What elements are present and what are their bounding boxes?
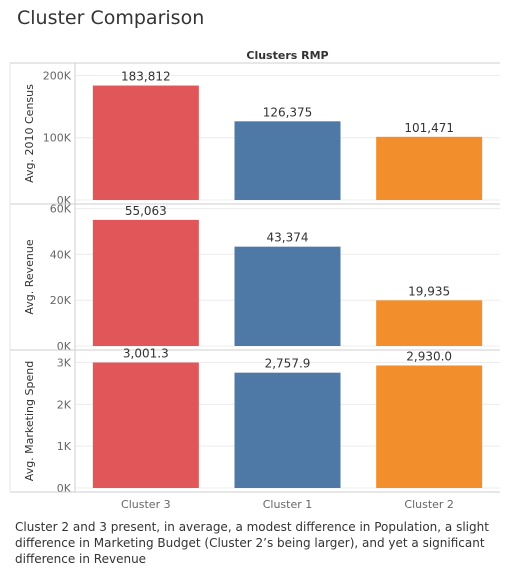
data-label: 126,375: [263, 105, 313, 119]
bar: [92, 85, 199, 200]
data-label: 2,930.0: [406, 349, 452, 363]
bar: [92, 219, 199, 346]
y-tick-label: 40K: [50, 248, 72, 261]
chart-caption: Cluster 2 and 3 present, in average, a m…: [15, 520, 489, 566]
bar: [92, 362, 199, 488]
bar: [376, 300, 483, 346]
y-tick-label: 20K: [50, 294, 72, 307]
y-axis-label: Avg. Marketing Spend: [23, 361, 36, 481]
y-axis-label: Avg. Revenue: [23, 239, 36, 315]
bar: [376, 365, 483, 488]
bar: [234, 372, 341, 488]
data-label: 3,001.3: [123, 346, 169, 360]
data-label: 55,063: [125, 204, 167, 218]
y-tick-label: 100K: [43, 132, 72, 145]
x-tick-label: Cluster 2: [404, 498, 454, 511]
y-tick-label: 3K: [57, 357, 72, 370]
y-tick-label: 0K: [57, 340, 72, 353]
chart-title: Cluster Comparison: [17, 7, 205, 29]
data-label: 43,374: [267, 231, 309, 245]
bar: [376, 136, 483, 200]
chart-header: Clusters RMP: [246, 49, 328, 62]
bar: [234, 121, 341, 200]
y-tick-label: 60K: [50, 203, 72, 216]
cluster-comparison-chart: Clusters RMP 0K 100K 200K Avg. 2010 Census 18…: [9, 49, 500, 511]
y-axis-label: Avg. 2010 Census: [23, 84, 36, 183]
y-tick-label: 0K: [57, 482, 72, 495]
bar: [234, 246, 341, 346]
data-label: 101,471: [404, 121, 454, 135]
y-tick-label: 2K: [57, 398, 72, 411]
data-label: 19,935: [408, 284, 450, 298]
y-tick-label: 1K: [57, 440, 72, 453]
data-label: 183,812: [121, 70, 171, 84]
x-tick-label: Cluster 3: [121, 498, 171, 511]
x-tick-label: Cluster 1: [263, 498, 313, 511]
data-label: 2,757.9: [265, 357, 311, 371]
y-tick-label: 200K: [43, 69, 72, 82]
